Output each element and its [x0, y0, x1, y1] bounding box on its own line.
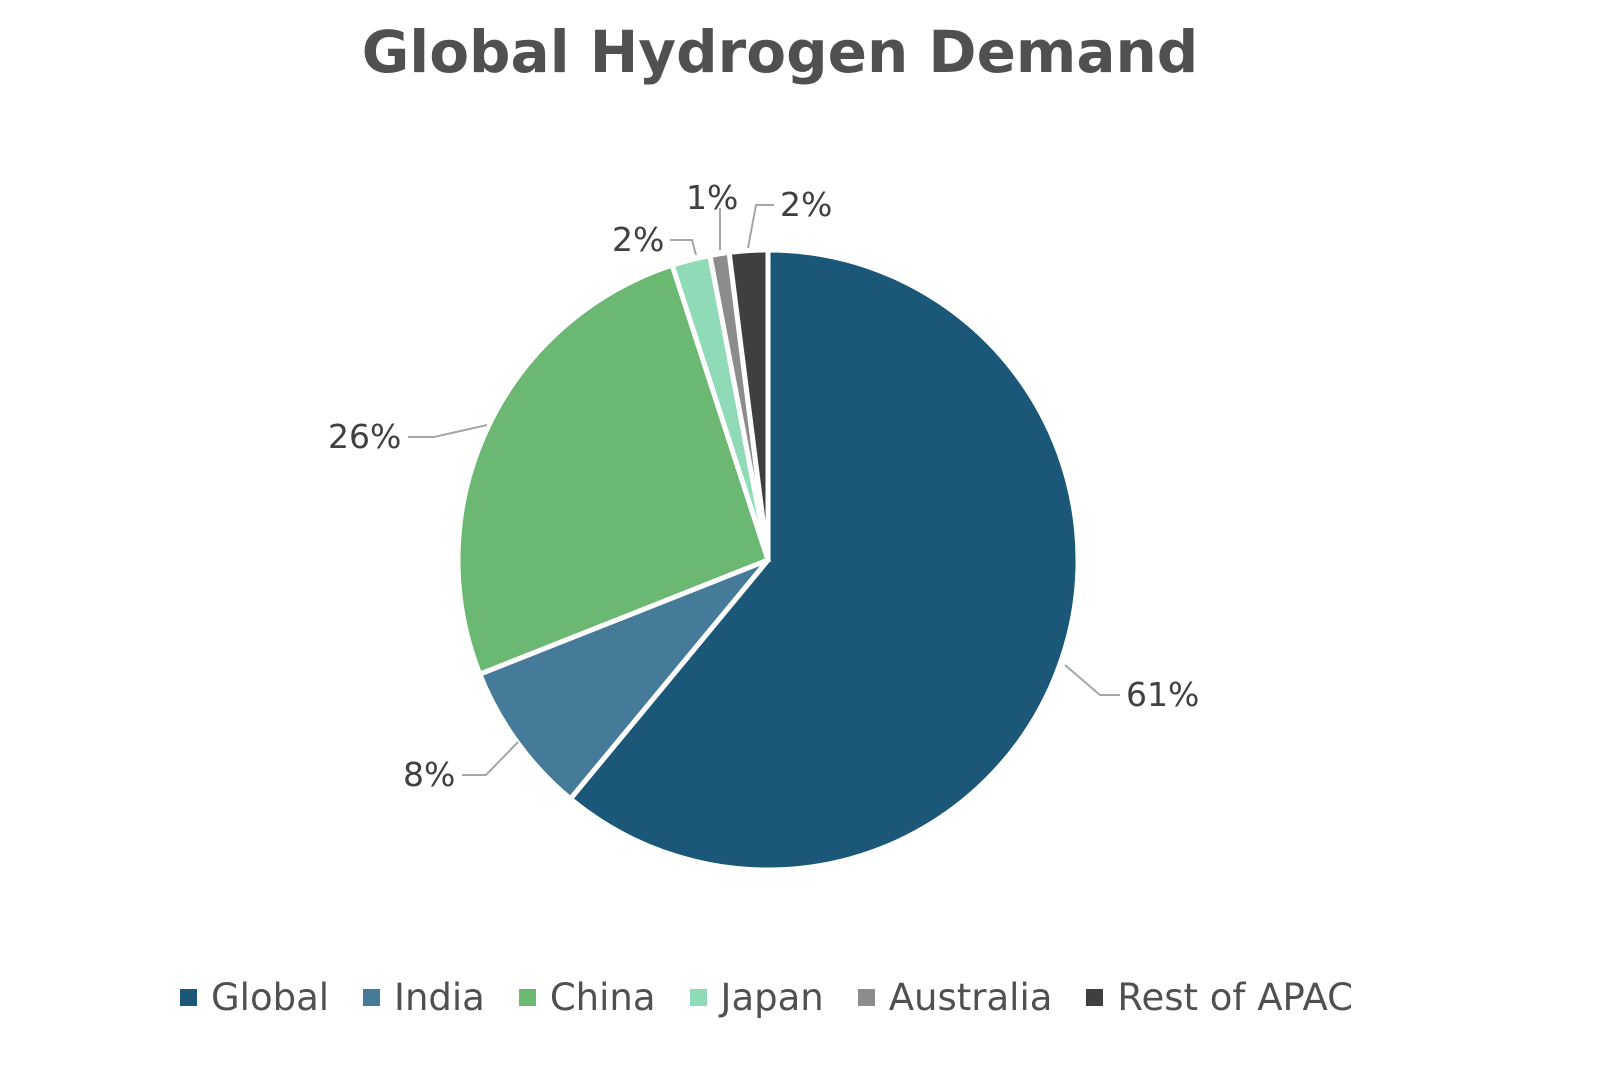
legend-label: Australia [888, 976, 1053, 1019]
data-label: 26% [328, 417, 401, 456]
data-label: 8% [403, 755, 455, 794]
legend-swatch [518, 989, 536, 1006]
legend-swatch [180, 989, 197, 1006]
leader-line [670, 239, 697, 256]
data-label: 2% [780, 185, 832, 224]
legend-item: Rest of APAC [1086, 976, 1353, 1019]
data-label: 1% [686, 178, 738, 217]
legend-item: Japan [689, 976, 824, 1019]
chart-title: Global Hydrogen Demand [361, 18, 1199, 86]
legend-item: China [518, 976, 656, 1019]
leader-line [747, 204, 774, 249]
pie-slice-rest-of-apac [726, 247, 771, 561]
legend-swatch [857, 989, 875, 1006]
legend-label: Global [211, 976, 330, 1019]
legend-item: Global [180, 976, 329, 1019]
leader-line [1064, 664, 1120, 696]
legend-item: India [363, 976, 485, 1019]
legend-swatch [689, 989, 707, 1006]
legend-label: China [549, 976, 656, 1019]
pie-slice-china [455, 262, 772, 678]
legend-swatch [1086, 989, 1104, 1006]
legend-label: Japan [720, 976, 824, 1019]
legend-label: Rest of APAC [1117, 976, 1353, 1019]
pie-slice-global [566, 247, 1081, 873]
leader-line [408, 424, 488, 438]
data-label: 2% [612, 220, 664, 259]
legend: Global India China Japan Australia Rest of AP… [180, 976, 1353, 1019]
legend-swatch [363, 989, 381, 1006]
leader-line [462, 741, 519, 776]
data-label: 61% [1126, 675, 1199, 714]
legend-label: India [394, 976, 485, 1019]
legend-item: Australia [857, 976, 1053, 1019]
